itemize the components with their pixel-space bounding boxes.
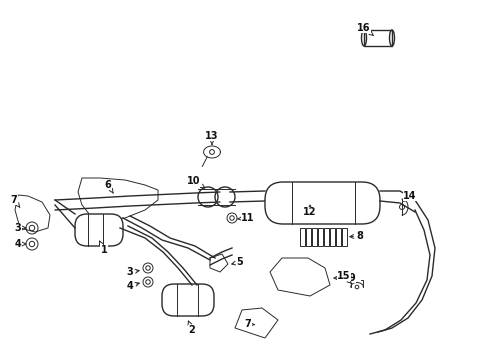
Text: 10: 10 [187, 176, 204, 188]
Text: 7: 7 [11, 195, 20, 207]
Text: 11: 11 [237, 213, 254, 223]
Text: 4: 4 [15, 239, 26, 249]
Bar [335, 228, 340, 246]
Bar [299, 228, 305, 246]
Text: 9: 9 [333, 273, 355, 283]
Text: 13: 13 [205, 131, 218, 144]
Bar [341, 228, 346, 246]
Text: 5: 5 [231, 257, 243, 267]
FancyBboxPatch shape [75, 214, 123, 246]
Bar [311, 228, 316, 246]
Text: 3: 3 [15, 223, 26, 233]
FancyBboxPatch shape [162, 284, 214, 316]
Text: 6: 6 [104, 180, 113, 193]
Text: 2: 2 [188, 321, 195, 335]
Text: 4: 4 [126, 281, 139, 291]
Text: 7: 7 [244, 319, 254, 329]
Text: 15: 15 [337, 271, 351, 284]
Bar [324, 228, 328, 246]
FancyBboxPatch shape [264, 182, 379, 224]
Bar [317, 228, 323, 246]
Text: 14: 14 [402, 191, 416, 202]
Text: 3: 3 [126, 267, 139, 277]
Bar [363, 30, 391, 46]
Text: 1: 1 [99, 241, 107, 255]
Text: 12: 12 [303, 205, 316, 217]
Text: 16: 16 [357, 23, 372, 35]
Bar [305, 228, 310, 246]
Text: 8: 8 [349, 231, 363, 241]
Bar [329, 228, 334, 246]
